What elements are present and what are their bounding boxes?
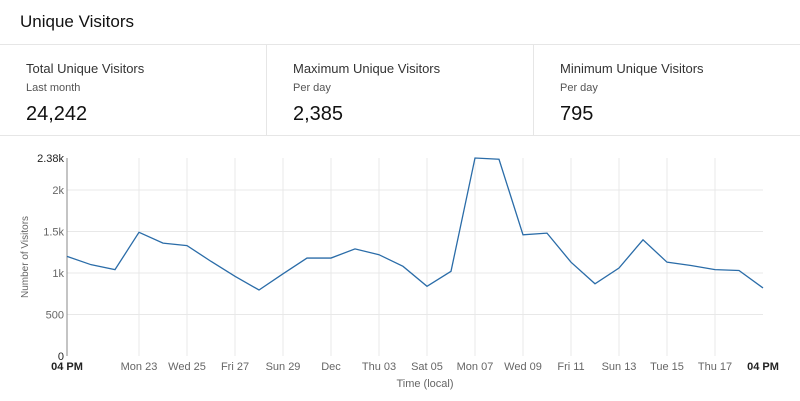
x-tick-label: Sun 13 bbox=[602, 361, 637, 373]
stat-minimum: Minimum Unique Visitors Per day 795 bbox=[534, 45, 800, 135]
x-tick-label: 04 PM bbox=[51, 361, 83, 373]
y-tick-label: 1.5k bbox=[43, 226, 64, 238]
x-tick-label: Dec bbox=[321, 361, 341, 373]
stat-maximum: Maximum Unique Visitors Per day 2,385 bbox=[267, 45, 534, 135]
x-tick-label: Wed 25 bbox=[168, 361, 206, 373]
stat-subtitle: Last month bbox=[26, 82, 81, 94]
x-tick-label: Sat 05 bbox=[411, 361, 443, 373]
stat-value: 795 bbox=[560, 103, 594, 125]
stats-row: Total Unique Visitors Last month 24,242 … bbox=[0, 45, 800, 136]
x-axis-label: Time (local) bbox=[396, 378, 453, 390]
y-tick-label: 2k bbox=[52, 185, 64, 197]
stat-title: Maximum Unique Visitors bbox=[293, 61, 441, 76]
x-tick-label: Mon 23 bbox=[121, 361, 158, 373]
stat-title: Total Unique Visitors bbox=[26, 61, 145, 76]
y-tick-label: 2.38k bbox=[37, 153, 64, 165]
y-tick-label: 1k bbox=[52, 268, 64, 280]
x-tick-label: Fri 27 bbox=[221, 361, 249, 373]
y-tick-label: 500 bbox=[46, 309, 64, 321]
y-tick-label: 0 bbox=[58, 351, 64, 363]
stat-subtitle: Per day bbox=[560, 82, 598, 94]
x-tick-label: Mon 07 bbox=[457, 361, 494, 373]
x-tick-label: Wed 09 bbox=[504, 361, 542, 373]
stat-value: 24,242 bbox=[26, 103, 88, 125]
x-tick-label: Thu 03 bbox=[362, 361, 396, 373]
stat-value: 2,385 bbox=[293, 103, 344, 125]
x-tick-label: Sun 29 bbox=[266, 361, 301, 373]
x-tick-label: 04 PM bbox=[747, 361, 779, 373]
x-tick-label: Fri 11 bbox=[557, 361, 584, 373]
stat-title: Minimum Unique Visitors bbox=[560, 61, 704, 76]
y-axis-label: Number of Visitors bbox=[20, 216, 31, 298]
x-tick-label: Thu 17 bbox=[698, 361, 732, 373]
visitors-line-chart: 0 500 1k 1.5k 2k 2.38k 04 PM Mon 23 Wed 25 Fri 27… bbox=[20, 153, 779, 390]
stat-subtitle: Per day bbox=[293, 82, 331, 94]
page-title: Unique Visitors bbox=[0, 0, 800, 45]
stat-total: Total Unique Visitors Last month 24,242 bbox=[0, 45, 267, 135]
series-line bbox=[66, 157, 764, 291]
x-tick-label: Tue 15 bbox=[650, 361, 684, 373]
